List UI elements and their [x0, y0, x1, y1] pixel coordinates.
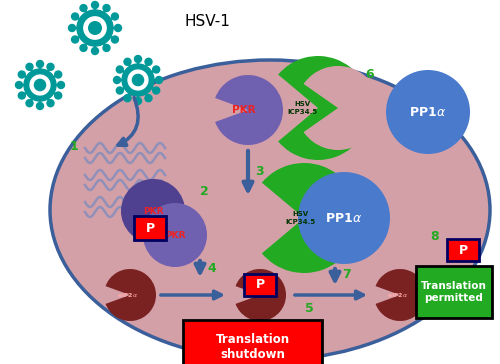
Circle shape [54, 92, 62, 99]
Circle shape [112, 13, 118, 20]
Text: HSV
ICP34.5: HSV ICP34.5 [287, 102, 317, 115]
Circle shape [54, 71, 62, 78]
Circle shape [114, 24, 121, 32]
FancyArrowPatch shape [196, 261, 204, 273]
Circle shape [80, 44, 87, 51]
Circle shape [26, 63, 33, 70]
Text: 4: 4 [207, 262, 216, 275]
Wedge shape [236, 269, 286, 321]
Circle shape [24, 69, 56, 101]
Circle shape [132, 74, 143, 86]
FancyArrowPatch shape [295, 291, 364, 299]
Circle shape [134, 98, 141, 104]
FancyArrowPatch shape [118, 98, 138, 145]
Text: P: P [146, 222, 154, 234]
Text: 2: 2 [200, 185, 209, 198]
Ellipse shape [50, 60, 490, 360]
Circle shape [18, 92, 26, 99]
Text: 3: 3 [255, 165, 264, 178]
Circle shape [103, 44, 110, 51]
Text: 5: 5 [305, 302, 314, 315]
Circle shape [77, 10, 113, 46]
Circle shape [152, 87, 160, 94]
Circle shape [124, 95, 131, 102]
FancyBboxPatch shape [447, 239, 479, 261]
Text: eIF2$\alpha$: eIF2$\alpha$ [388, 291, 408, 299]
Circle shape [112, 36, 118, 43]
Circle shape [121, 179, 185, 243]
Circle shape [34, 79, 46, 91]
Text: P: P [256, 278, 264, 292]
Text: 7: 7 [342, 268, 351, 281]
Circle shape [116, 87, 123, 94]
FancyArrowPatch shape [330, 269, 340, 281]
Circle shape [68, 24, 75, 32]
Text: PP1$\alpha$: PP1$\alpha$ [410, 106, 447, 119]
FancyArrowPatch shape [161, 291, 222, 299]
Circle shape [30, 75, 50, 95]
FancyArrowPatch shape [244, 151, 252, 191]
Circle shape [26, 100, 33, 107]
Text: eIF2$\alpha$: eIF2$\alpha$ [248, 291, 268, 299]
Circle shape [92, 1, 98, 8]
Circle shape [36, 60, 44, 67]
Text: P: P [458, 244, 468, 257]
Circle shape [116, 66, 123, 73]
Wedge shape [215, 75, 283, 145]
Circle shape [72, 13, 78, 20]
Circle shape [128, 70, 148, 90]
Wedge shape [106, 269, 156, 321]
Circle shape [103, 5, 110, 12]
Text: eIF2$\alpha$: eIF2$\alpha$ [118, 291, 139, 299]
Circle shape [36, 103, 44, 110]
Text: HSV
ICP34.5: HSV ICP34.5 [285, 211, 315, 225]
Circle shape [18, 71, 26, 78]
Circle shape [114, 76, 120, 83]
Wedge shape [376, 269, 426, 321]
Circle shape [124, 58, 131, 65]
Text: 6: 6 [365, 68, 374, 81]
Text: PKR: PKR [143, 206, 163, 215]
Circle shape [72, 36, 78, 43]
Circle shape [16, 82, 22, 88]
Text: HSV-1: HSV-1 [185, 15, 231, 29]
Circle shape [122, 64, 154, 96]
Circle shape [143, 203, 207, 267]
FancyBboxPatch shape [416, 266, 492, 318]
Circle shape [134, 55, 141, 63]
Circle shape [58, 82, 64, 88]
Text: 1: 1 [70, 140, 79, 153]
Text: PKR: PKR [165, 230, 185, 240]
Circle shape [88, 22, 102, 34]
Circle shape [80, 5, 87, 12]
Wedge shape [304, 66, 380, 150]
Circle shape [145, 58, 152, 65]
Circle shape [92, 47, 98, 55]
Circle shape [156, 76, 162, 83]
Wedge shape [278, 56, 370, 160]
Circle shape [47, 100, 54, 107]
Circle shape [298, 172, 390, 264]
Circle shape [152, 66, 160, 73]
Circle shape [145, 95, 152, 102]
FancyBboxPatch shape [134, 216, 166, 240]
FancyBboxPatch shape [244, 274, 276, 296]
Circle shape [84, 17, 106, 39]
Text: 8: 8 [430, 230, 438, 243]
FancyBboxPatch shape [183, 320, 322, 364]
Text: Translation
permitted: Translation permitted [421, 281, 487, 303]
Text: Translation
shutdown: Translation shutdown [216, 333, 290, 361]
Circle shape [386, 70, 470, 154]
Wedge shape [262, 163, 359, 273]
Text: PP1$\alpha$: PP1$\alpha$ [326, 211, 362, 225]
Text: PKR: PKR [232, 105, 256, 115]
Circle shape [47, 63, 54, 70]
